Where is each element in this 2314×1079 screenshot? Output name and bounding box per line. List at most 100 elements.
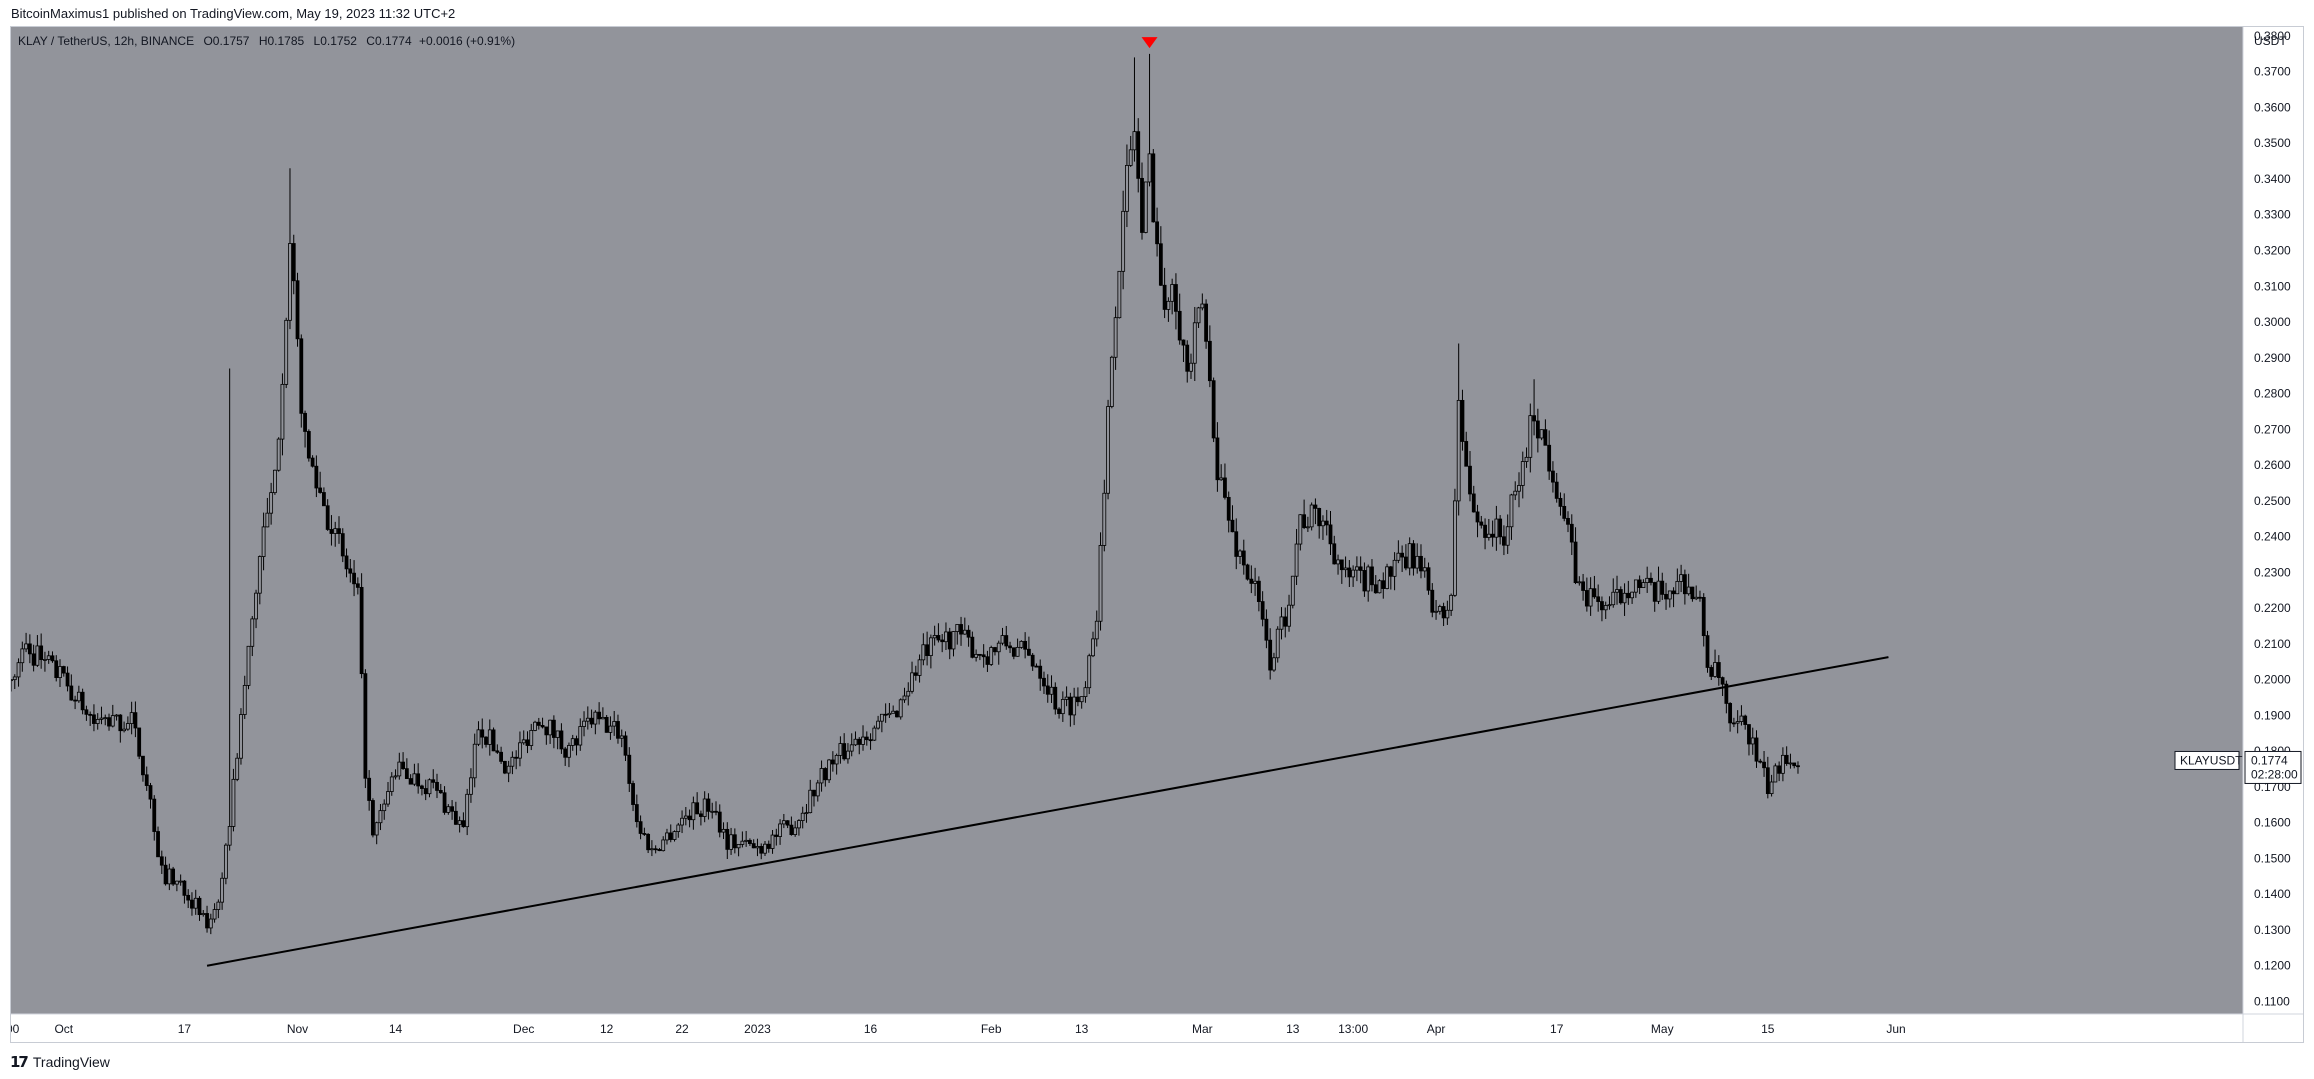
candle-body: [193, 897, 198, 909]
candle-body: [1494, 518, 1499, 538]
candle-body: [868, 739, 873, 742]
candle-body: [823, 768, 828, 781]
candle-body: [1177, 310, 1182, 341]
support-trendline[interactable]: [206, 656, 1889, 967]
candle-body: [1758, 760, 1763, 763]
candle-body: [1558, 497, 1563, 507]
candle-body: [416, 773, 421, 787]
candle-body: [61, 666, 66, 674]
candle-body: [1528, 415, 1533, 458]
candle-body: [744, 839, 749, 842]
candle-body: [1245, 564, 1250, 580]
candle-body: [687, 815, 692, 821]
tradingview-brand[interactable]: TradingView: [32, 1054, 110, 1070]
candle-body: [438, 790, 443, 794]
candle-body: [1701, 597, 1706, 637]
candle-body: [540, 725, 545, 728]
candle-body: [1588, 588, 1593, 607]
price-tick-label: 0.2400: [2254, 530, 2291, 544]
candle-body: [1219, 477, 1224, 481]
candle-body: [133, 712, 138, 729]
price-tick-label: 0.2800: [2254, 387, 2291, 401]
candle-body: [502, 760, 507, 774]
candle-body: [43, 659, 47, 661]
candle-body: [1313, 504, 1318, 509]
candle-body: [838, 743, 843, 756]
candle-body: [495, 750, 500, 753]
candle-body: [981, 654, 986, 658]
peak-marker: [1141, 37, 1158, 49]
candle-body: [216, 901, 221, 910]
candle-body: [223, 844, 228, 879]
candle-body: [340, 533, 345, 557]
candle-body: [514, 756, 519, 759]
candle-body: [1351, 569, 1356, 578]
candle-body: [683, 815, 688, 819]
candle-body: [1584, 590, 1589, 607]
last-price-group: KLAYUSDT 0.1774 02:28:00: [2174, 750, 2302, 784]
candle-body: [1573, 541, 1578, 584]
high-label: H: [258, 34, 268, 48]
symbol-name[interactable]: KLAY / TetherUS, 12h, BINANCE: [18, 34, 195, 48]
candle-body: [1682, 574, 1687, 595]
candle-body: [404, 768, 409, 779]
candle-body: [371, 800, 375, 836]
candle-body: [1196, 307, 1201, 324]
candle-body: [1513, 490, 1518, 496]
candle-body: [1502, 536, 1506, 546]
time-tick-label: 15: [1761, 1022, 1775, 1036]
candle-body: [1079, 696, 1084, 703]
candle-body: [99, 717, 104, 720]
candle-body: [1517, 485, 1521, 492]
candle-body: [642, 833, 647, 835]
time-tick-label: 13: [1286, 1022, 1300, 1036]
candle-body: [1581, 581, 1585, 591]
candle-body: [1535, 420, 1540, 439]
candle-body: [1694, 596, 1699, 600]
candle-body: [1166, 300, 1171, 310]
candle-body: [1456, 399, 1461, 502]
candle-body: [352, 572, 356, 585]
candle-body: [661, 839, 666, 852]
time-tick-label: Apr: [1427, 1022, 1446, 1036]
candle-body: [555, 730, 560, 738]
price-axis[interactable]: [2243, 27, 2303, 1042]
candle-body: [442, 792, 447, 813]
candle-body: [1238, 550, 1242, 557]
candle-body: [510, 756, 515, 767]
candle-body: [1486, 533, 1491, 538]
candle-body: [152, 798, 157, 832]
candle-body: [88, 713, 93, 716]
symbol-legend[interactable]: KLAY / TetherUS, 12h, BINANCE O0.1757 H0…: [18, 34, 515, 48]
candle-body: [638, 821, 643, 834]
time-tick-label: 16: [864, 1022, 878, 1036]
price-tick-label: 0.2300: [2254, 565, 2291, 579]
candle-body: [533, 721, 537, 731]
candle-body: [1731, 722, 1736, 725]
candle-body: [344, 555, 349, 570]
candle-body: [1083, 687, 1088, 698]
candle-body: [1098, 545, 1103, 622]
bar-countdown: 02:28:00: [2251, 767, 2298, 781]
candle-body: [1287, 604, 1291, 627]
candle-body: [16, 662, 21, 678]
candle-body: [1324, 520, 1329, 526]
candle-body: [585, 717, 590, 722]
candle-body: [476, 729, 481, 745]
price-tick-label: 0.3400: [2254, 172, 2291, 186]
tradingview-logo-icon[interactable]: 17: [10, 1053, 29, 1071]
price-chart[interactable]: 0.1100 0.1200 0.1300 0.1400 0.1500 0.1600 0.17…: [11, 27, 2303, 1042]
candle-body: [1430, 589, 1435, 613]
candle-body: [521, 739, 526, 744]
candle-body: [1087, 655, 1092, 689]
candle-body: [819, 768, 824, 784]
price-tick-label: 0.3800: [2254, 29, 2291, 43]
low-label: L: [313, 34, 321, 48]
candle-body: [650, 848, 654, 851]
candle-body: [872, 727, 877, 741]
candle-body: [1343, 567, 1348, 571]
candle-body: [1471, 493, 1476, 513]
candle-body: [24, 643, 28, 650]
time-axis[interactable]: [11, 1014, 2243, 1042]
candle-body: [1317, 507, 1322, 527]
